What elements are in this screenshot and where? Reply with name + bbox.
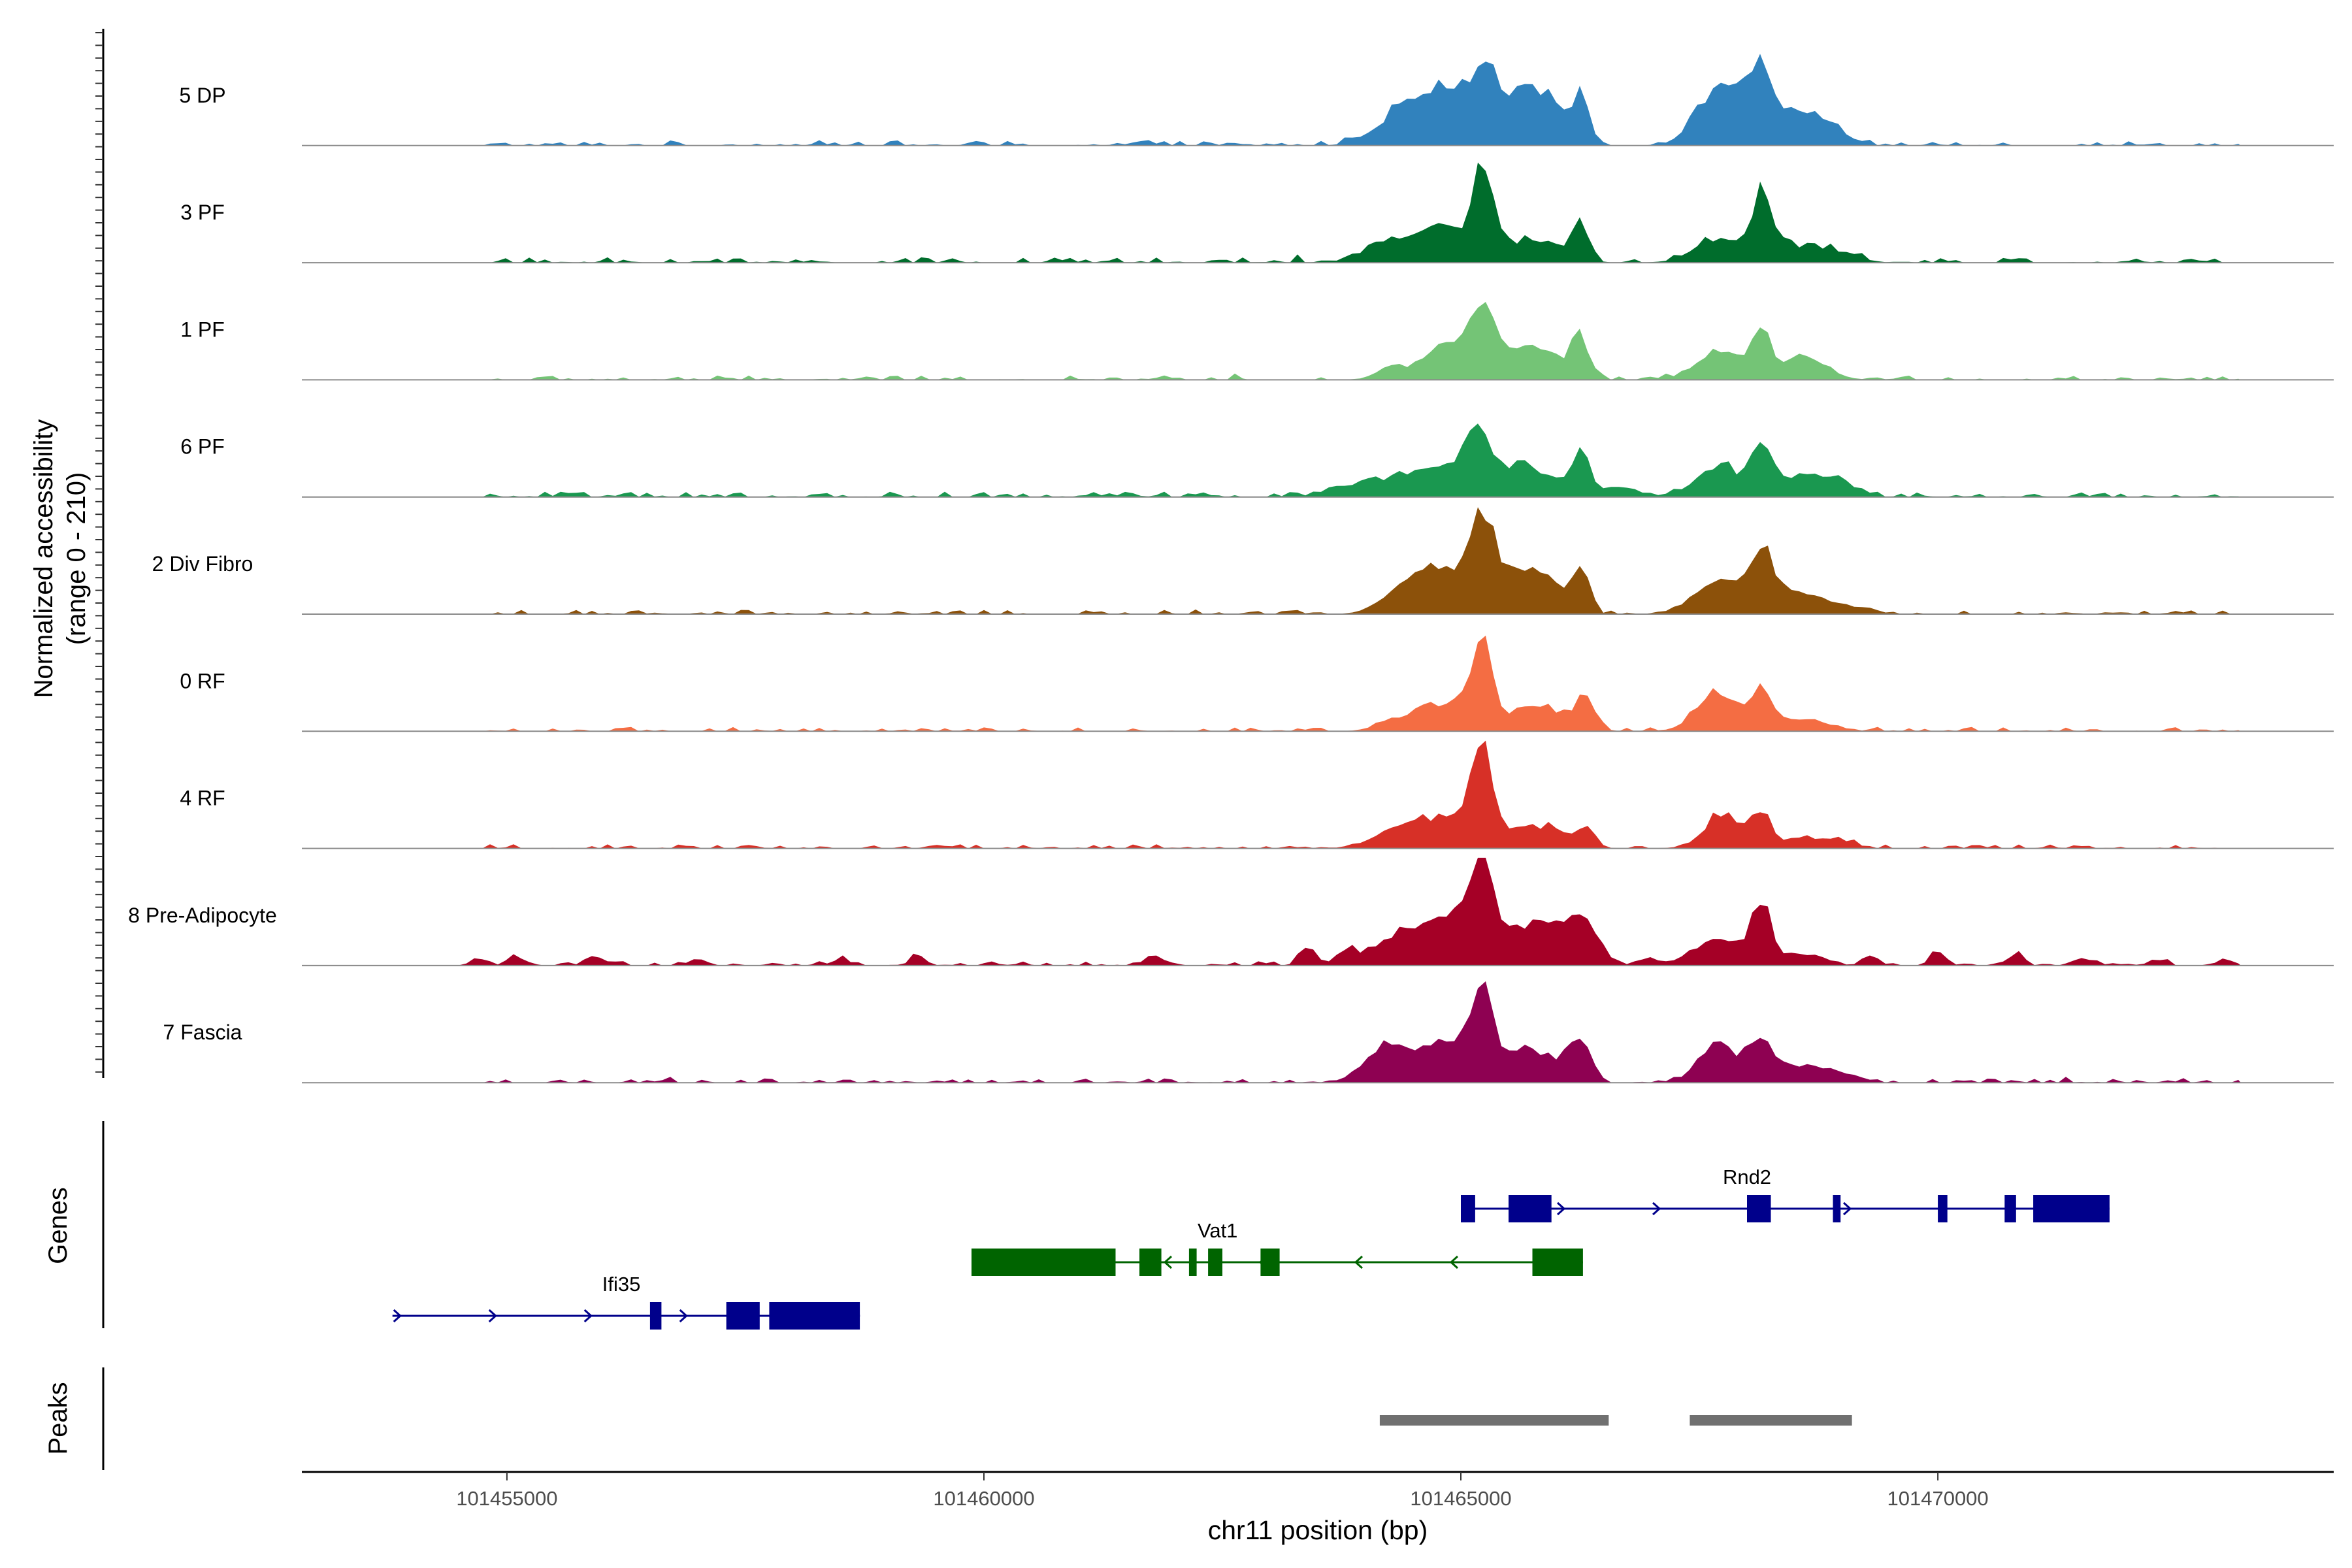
x-axis-ticks: 101455000 101460000 101465000 101470000 [456, 1472, 1989, 1510]
peak-region [1690, 1415, 1852, 1426]
gene-exon [1532, 1249, 1583, 1276]
track-label: 2 Div Fibro [152, 552, 253, 576]
track-label: 1 PF [180, 318, 225, 341]
coverage-area [302, 507, 2241, 614]
peak-region [1379, 1415, 1609, 1426]
strand-arrow [679, 1309, 688, 1323]
gene-ifi35: Ifi35 [392, 1273, 860, 1330]
gene-exon [1833, 1195, 1841, 1222]
track-label: 0 RF [180, 669, 225, 693]
coverage-track: 8 Pre-Adipocyte [128, 857, 2334, 966]
peaks-track-label: Peaks [44, 1382, 73, 1454]
coverage-track: 0 RF [180, 635, 2334, 732]
gene-exon [769, 1302, 860, 1330]
coverage-area [302, 162, 2241, 263]
gene-exon [1139, 1249, 1162, 1276]
coverage-track: 3 PF [180, 162, 2334, 264]
strand-arrow [393, 1309, 402, 1323]
track-label: 3 PF [180, 201, 225, 224]
gene-label: Vat1 [1198, 1219, 1237, 1242]
coverage-area [302, 740, 2241, 849]
gene-exon [1938, 1195, 1948, 1222]
gene-exon [1747, 1195, 1771, 1222]
peak-regions [1379, 1415, 1852, 1426]
coverage-track: 2 Div Fibro [152, 507, 2334, 615]
gene-exon [2004, 1195, 2016, 1222]
gene-vat1: Vat1 [972, 1219, 1583, 1276]
yaxis-title-line-1: Normalized accessibility [29, 419, 58, 698]
coverage-track: 6 PF [180, 423, 2334, 498]
coverage-area [302, 981, 2241, 1083]
x-tick-label: 101470000 [1887, 1487, 1989, 1510]
x-axis-title: chr11 position (bp) [1208, 1515, 1428, 1545]
coverage-axis [95, 29, 105, 1078]
coverage-area [302, 302, 2241, 380]
track-label: 5 DP [179, 84, 225, 107]
gene-exon [1188, 1249, 1197, 1276]
strand-arrow [1652, 1201, 1661, 1216]
coverage-tracks: 5 DP 3 PF 1 PF 6 PF 2 Div Fibro 0 RF 4 RF 8 Pre… [128, 54, 2334, 1084]
gene-exon [1509, 1195, 1552, 1222]
coverage-track: 4 RF [180, 740, 2334, 849]
gene-exon [2033, 1195, 2110, 1222]
strand-arrow [583, 1309, 593, 1323]
track-label: 4 RF [180, 787, 225, 810]
strand-arrow [1556, 1201, 1566, 1216]
gene-rnd2: Rnd2 [1461, 1166, 2110, 1222]
peaks-panel: Peaks [44, 1367, 1852, 1470]
yaxis-title: Normalized accessibility (range 0 - 210) [29, 419, 91, 698]
x-tick-label: 101465000 [1410, 1487, 1511, 1510]
gene-label: Rnd2 [1723, 1166, 1771, 1188]
x-tick-label: 101460000 [933, 1487, 1034, 1510]
genes-panel: Genes Rnd2 Vat1 Ifi35 [44, 1121, 2110, 1330]
gene-exon [1208, 1249, 1222, 1276]
strand-arrow [1842, 1201, 1852, 1216]
gene-exon [649, 1302, 662, 1330]
coverage-area [302, 54, 2241, 146]
x-tick-label: 101455000 [456, 1487, 557, 1510]
strand-arrow [488, 1309, 497, 1323]
strand-arrow [1354, 1255, 1364, 1269]
coverage-track: 1 PF [180, 302, 2334, 381]
track-label: 7 Fascia [163, 1021, 242, 1044]
track-label: 6 PF [180, 435, 225, 459]
strand-arrow [1449, 1255, 1459, 1269]
gene-exon [726, 1302, 760, 1330]
gene-label: Ifi35 [602, 1273, 641, 1296]
coverage-track: 5 DP [179, 54, 2334, 146]
yaxis-title-line-2: (range 0 - 210) [62, 472, 91, 645]
x-axis: 101455000 101460000 101465000 101470000 chr… [302, 1471, 2334, 1545]
genes-track-label: Genes [44, 1187, 73, 1264]
gene-exon [1461, 1195, 1475, 1222]
coverage-area [302, 423, 2241, 497]
gene-exon [1260, 1249, 1280, 1276]
coverage-area [302, 857, 2241, 966]
gene-models: Rnd2 Vat1 Ifi35 [392, 1166, 2110, 1330]
coverage-area [302, 635, 2241, 732]
strand-arrow [1163, 1255, 1173, 1269]
track-label: 8 Pre-Adipocyte [128, 904, 277, 927]
gene-exon [972, 1249, 1116, 1276]
coverage-track: 7 Fascia [163, 981, 2334, 1084]
